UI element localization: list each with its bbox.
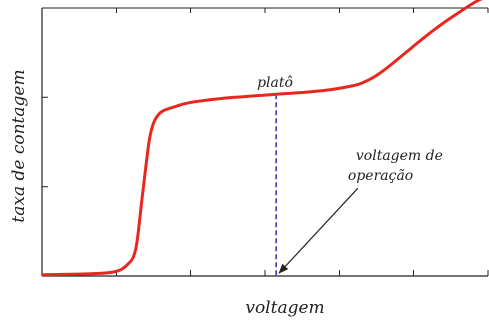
count-rate-curve — [42, 0, 483, 277]
operating-voltage-annotation-line-2: operação — [348, 168, 413, 184]
plateau-annotation: platô — [257, 75, 293, 91]
x-axis-title: voltagem — [245, 298, 324, 318]
y-axis-title: taxa de contagem — [9, 69, 29, 222]
operating-voltage-arrow — [278, 187, 359, 274]
y-ticks — [42, 7, 48, 277]
x-ticks — [41, 8, 489, 276]
operating-voltage-annotation-line-1: voltagem de — [356, 148, 443, 164]
axes — [41, 7, 488, 277]
